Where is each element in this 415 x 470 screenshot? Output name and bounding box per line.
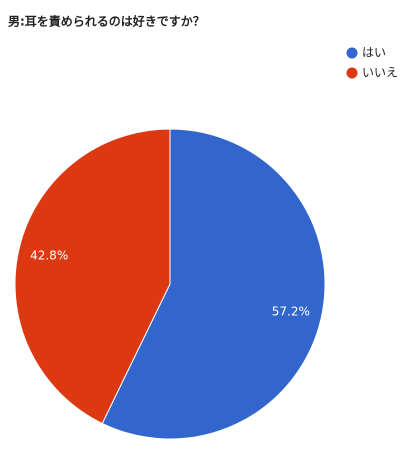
value-label: 42.8% [30,249,68,263]
legend-marker [346,47,358,59]
value-label: 57.2% [272,304,310,318]
legend-label: はい [362,46,386,60]
pie-slice [14,128,171,425]
legend-label: いいえ [362,66,398,80]
legend-marker [346,67,358,79]
pie-slice [101,128,326,440]
chart-title: 男:耳を責められるのは好きですか？ [8,14,205,29]
